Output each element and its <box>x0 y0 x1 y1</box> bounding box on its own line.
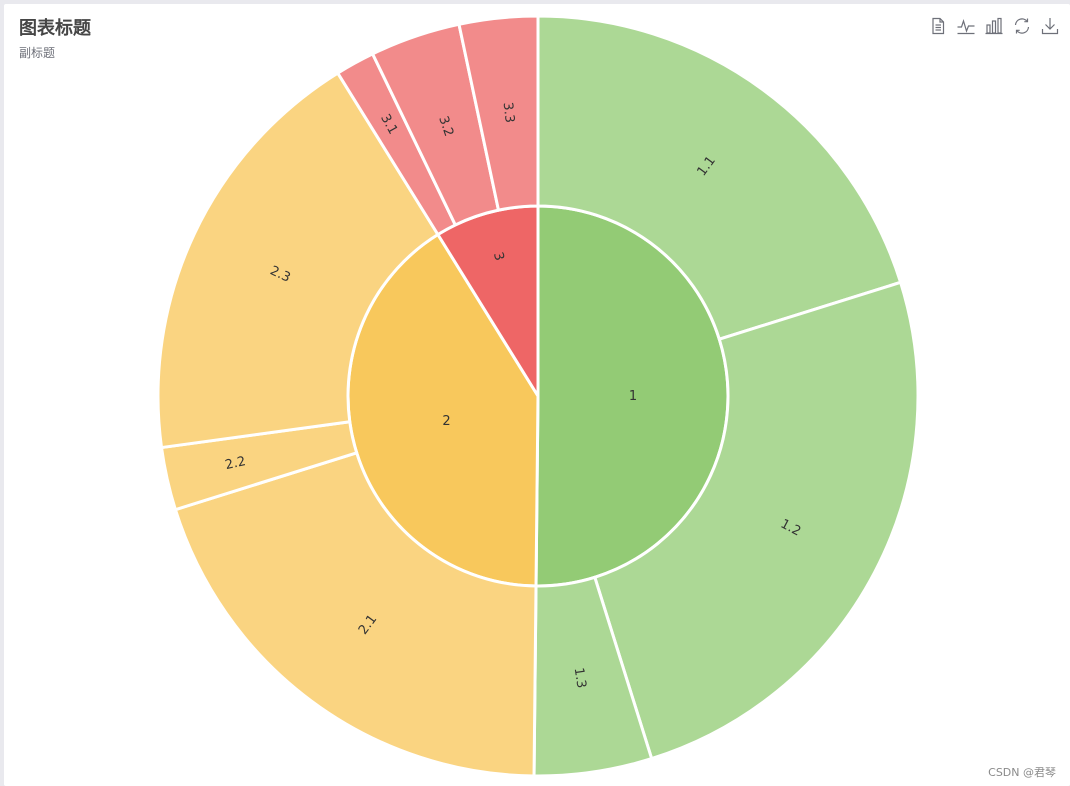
label-3.2: 3.2 <box>435 114 456 138</box>
sector-2.1[interactable] <box>173 451 538 778</box>
sunburst-chart: 11.11.21.322.12.22.333.1 3.23.3 <box>156 14 920 778</box>
label-2: 2 <box>442 414 450 429</box>
data-view-icon[interactable] <box>928 16 948 36</box>
restore-icon[interactable] <box>1012 16 1032 36</box>
label-2.2: 2.2 <box>224 454 247 473</box>
toolbox <box>928 16 1060 36</box>
save-image-icon[interactable] <box>1040 16 1060 36</box>
sector-1.1[interactable] <box>536 14 903 341</box>
sector-1.2[interactable] <box>593 280 920 761</box>
label-1.3: 1.3 <box>571 667 589 690</box>
bar-chart-icon[interactable] <box>984 16 1004 36</box>
label-3: 3 <box>490 251 507 263</box>
label-1: 1 <box>629 389 637 404</box>
watermark: CSDN @君琴 <box>988 766 1056 779</box>
chart-panel: 图表标题 副标题 <box>4 4 1070 786</box>
label-3.3: 3.3 <box>500 101 517 123</box>
chart-title: 图表标题 <box>19 18 91 39</box>
sector-2.3[interactable] <box>156 71 440 450</box>
sector-3.3[interactable] <box>457 14 540 212</box>
chart-subtitle: 副标题 <box>19 46 56 60</box>
line-chart-icon[interactable] <box>956 16 976 36</box>
